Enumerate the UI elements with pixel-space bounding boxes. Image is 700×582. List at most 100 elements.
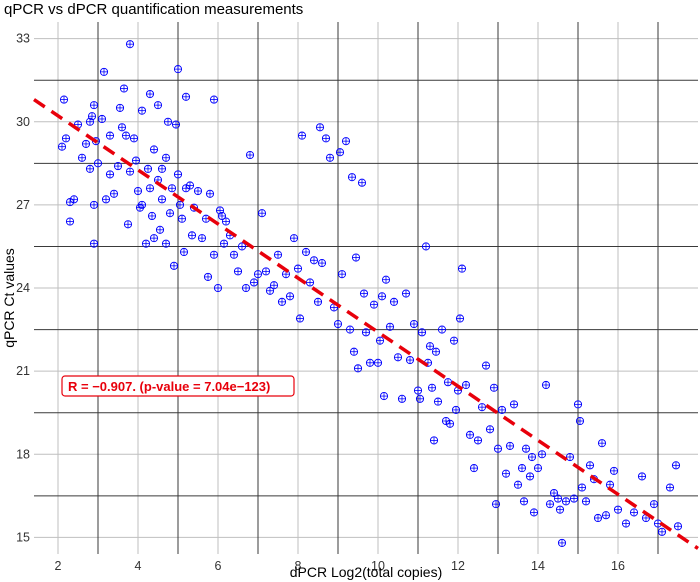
data-point bbox=[59, 95, 69, 104]
data-point bbox=[465, 430, 475, 439]
data-point bbox=[415, 394, 425, 403]
data-point bbox=[153, 101, 163, 110]
data-point bbox=[169, 261, 179, 270]
data-point bbox=[381, 275, 391, 284]
data-point bbox=[321, 134, 331, 143]
y-tick-label: 15 bbox=[16, 530, 30, 544]
data-point bbox=[529, 508, 539, 517]
data-point bbox=[601, 511, 611, 520]
x-tick-label: 2 bbox=[55, 559, 62, 573]
data-point bbox=[297, 131, 307, 140]
data-point bbox=[269, 281, 279, 290]
data-point bbox=[105, 170, 115, 179]
data-point bbox=[265, 286, 275, 295]
data-point bbox=[233, 267, 243, 276]
data-point bbox=[665, 483, 675, 492]
data-point bbox=[143, 164, 153, 173]
data-point bbox=[253, 270, 263, 279]
data-point bbox=[519, 497, 529, 506]
data-point bbox=[219, 239, 229, 248]
data-point bbox=[437, 325, 447, 334]
data-point bbox=[125, 40, 135, 49]
data-point bbox=[375, 336, 385, 345]
data-point bbox=[443, 378, 453, 387]
x-tick-label: 12 bbox=[451, 559, 465, 573]
data-point bbox=[431, 347, 441, 356]
data-point bbox=[573, 400, 583, 409]
y-tick-label: 27 bbox=[16, 198, 30, 212]
data-point bbox=[157, 195, 167, 204]
data-point bbox=[295, 314, 305, 323]
data-point bbox=[629, 508, 639, 517]
data-point bbox=[171, 120, 181, 129]
data-point bbox=[501, 469, 511, 478]
x-tick-label: 6 bbox=[215, 559, 222, 573]
data-point bbox=[349, 347, 359, 356]
data-point bbox=[347, 173, 357, 182]
data-point bbox=[293, 264, 303, 273]
data-point bbox=[85, 164, 95, 173]
data-point bbox=[373, 358, 383, 367]
data-point bbox=[125, 167, 135, 176]
data-point bbox=[289, 234, 299, 243]
data-point bbox=[553, 494, 563, 503]
data-point bbox=[425, 342, 435, 351]
data-point bbox=[361, 328, 371, 337]
data-point bbox=[109, 189, 119, 198]
data-point bbox=[301, 247, 311, 257]
data-point bbox=[61, 134, 71, 143]
data-point bbox=[105, 131, 115, 140]
data-point bbox=[657, 527, 667, 536]
data-point bbox=[401, 289, 411, 298]
data-point bbox=[179, 247, 189, 257]
data-point bbox=[133, 186, 143, 196]
data-point bbox=[449, 336, 459, 345]
data-point bbox=[457, 264, 467, 273]
data-point bbox=[337, 270, 347, 279]
data-point bbox=[97, 114, 107, 124]
y-axis-title: qPCR Ct values bbox=[1, 248, 17, 348]
data-point bbox=[161, 239, 171, 248]
data-point bbox=[673, 522, 683, 531]
data-point bbox=[345, 325, 355, 334]
data-point bbox=[469, 464, 479, 473]
data-point bbox=[533, 464, 543, 473]
y-tick-label: 33 bbox=[16, 32, 30, 46]
data-point bbox=[389, 297, 399, 306]
data-point bbox=[117, 123, 127, 132]
data-point bbox=[273, 250, 283, 259]
data-point bbox=[477, 403, 487, 412]
data-point bbox=[81, 139, 91, 148]
data-point bbox=[481, 361, 491, 370]
data-point bbox=[203, 272, 213, 281]
data-point bbox=[313, 297, 323, 306]
data-point bbox=[517, 464, 527, 473]
data-point bbox=[277, 297, 287, 306]
data-point bbox=[473, 436, 483, 445]
data-point bbox=[145, 184, 155, 193]
data-point bbox=[413, 386, 423, 395]
data-point bbox=[549, 488, 559, 498]
data-point bbox=[229, 250, 239, 259]
data-point bbox=[165, 209, 175, 218]
data-points bbox=[57, 40, 683, 547]
data-point bbox=[671, 461, 681, 470]
data-point bbox=[377, 292, 387, 301]
y-tick-label: 18 bbox=[16, 447, 30, 461]
data-point bbox=[129, 134, 139, 143]
data-point bbox=[131, 156, 141, 165]
data-point bbox=[333, 319, 343, 329]
data-point bbox=[237, 242, 247, 251]
data-point bbox=[317, 259, 327, 268]
data-point bbox=[359, 289, 369, 298]
data-point bbox=[57, 142, 67, 151]
data-point bbox=[113, 162, 123, 171]
data-point bbox=[335, 148, 345, 157]
data-point bbox=[89, 101, 99, 110]
data-point bbox=[173, 65, 183, 74]
data-point bbox=[145, 89, 155, 99]
data-point bbox=[185, 181, 195, 190]
data-point bbox=[505, 441, 515, 450]
data-point bbox=[149, 145, 159, 154]
data-point bbox=[77, 153, 87, 162]
